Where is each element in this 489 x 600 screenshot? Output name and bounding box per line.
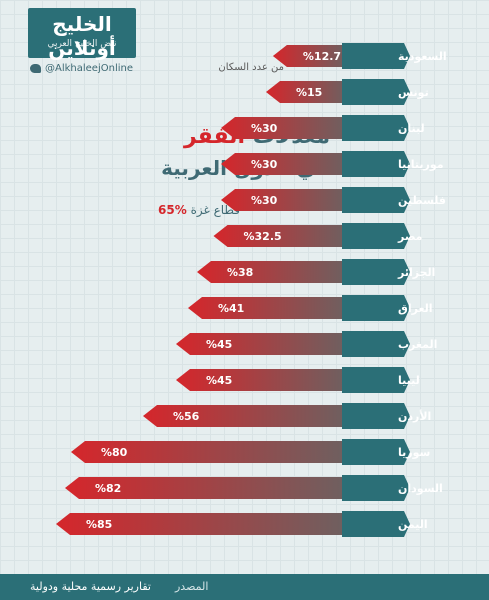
value-label-11: %80	[101, 446, 128, 459]
category-label-11: سوريا	[398, 446, 430, 459]
category-label-8: المغرب	[398, 338, 437, 351]
bar-2	[221, 117, 346, 139]
category-tab-13	[342, 511, 410, 537]
category-label-4: فلسطين	[398, 194, 446, 207]
value-label-1: %15	[296, 86, 322, 99]
logo-tagline: نبض الخليج العربي	[47, 39, 117, 49]
bar-7	[188, 297, 346, 319]
footer: المصدر تقارير رسمية محلية ودولية	[0, 574, 489, 600]
bar-4	[221, 189, 346, 211]
footer-source-label: المصدر	[175, 580, 209, 593]
bar-5	[213, 225, 346, 247]
category-tab-8	[342, 331, 410, 357]
bar-11	[71, 441, 346, 463]
value-label-9: %45	[206, 374, 232, 387]
category-label-5: مصر	[397, 230, 423, 243]
category-label-2: لبنان	[398, 122, 425, 135]
value-label-4: %30	[251, 194, 278, 207]
category-tab-2	[342, 115, 410, 141]
category-tab-5	[342, 223, 410, 249]
bar-3	[221, 153, 346, 175]
bars-group: السعودية %12.7 تونس %15 لبنان %30 موريتانيا %30…	[56, 43, 447, 537]
category-tab-12	[342, 475, 410, 501]
category-tab-0	[342, 43, 410, 69]
value-label-8: %45	[206, 338, 232, 351]
twitter-icon	[30, 64, 41, 73]
logo-brand: الخليج أونلاين	[48, 12, 116, 60]
category-tab-7	[342, 295, 410, 321]
category-label-9: ليبيا	[398, 374, 420, 387]
category-label-7: العراق	[398, 302, 433, 315]
gaza-note-value: %65	[158, 203, 187, 217]
category-tab-9	[342, 367, 410, 393]
category-tab-1	[342, 79, 410, 105]
category-tab-3	[342, 151, 410, 177]
gaza-note-label: قطاع غزة	[186, 203, 240, 217]
gaza-note: قطاع غزة %65	[130, 203, 240, 217]
category-label-13: اليمن	[398, 518, 428, 531]
value-label-5: %32.5	[244, 230, 282, 243]
category-label-12: السودان	[398, 482, 443, 495]
footer-source-text: تقارير رسمية محلية ودولية	[30, 580, 151, 593]
category-label-10: الأردن	[398, 409, 431, 423]
bar-6	[197, 261, 346, 283]
category-tab-6	[342, 259, 410, 285]
bar-0	[272, 45, 346, 67]
bar-10	[143, 405, 346, 427]
value-label-13: %85	[86, 518, 112, 531]
value-label-7: %41	[218, 302, 244, 315]
category-label-0: السعودية	[398, 50, 447, 63]
value-label-10: %56	[173, 410, 200, 423]
twitter-handle: @AlkhaleejOnline	[30, 63, 133, 74]
value-label-6: %38	[227, 266, 253, 279]
category-tab-11	[342, 439, 410, 465]
bar-8	[176, 333, 346, 355]
value-label-3: %30	[251, 158, 278, 171]
category-label-6: الجزائر	[397, 266, 435, 279]
value-label-12: %82	[95, 482, 121, 495]
value-label-2: %30	[251, 122, 278, 135]
category-tab-10	[342, 403, 410, 429]
handle-text: @AlkhaleejOnline	[45, 63, 133, 74]
category-label-1: تونس	[398, 86, 429, 99]
bar-13	[56, 513, 346, 535]
bar-12	[65, 477, 346, 499]
value-label-0: %12.7	[303, 50, 341, 63]
logo: الخليج أونلاين نبض الخليج العربي	[28, 8, 136, 60]
category-tab-4	[342, 187, 410, 213]
category-label-3: موريتانيا	[398, 158, 444, 171]
bar-1	[266, 81, 346, 103]
bar-9	[176, 369, 346, 391]
population-note: من عدد السكان	[218, 62, 284, 73]
